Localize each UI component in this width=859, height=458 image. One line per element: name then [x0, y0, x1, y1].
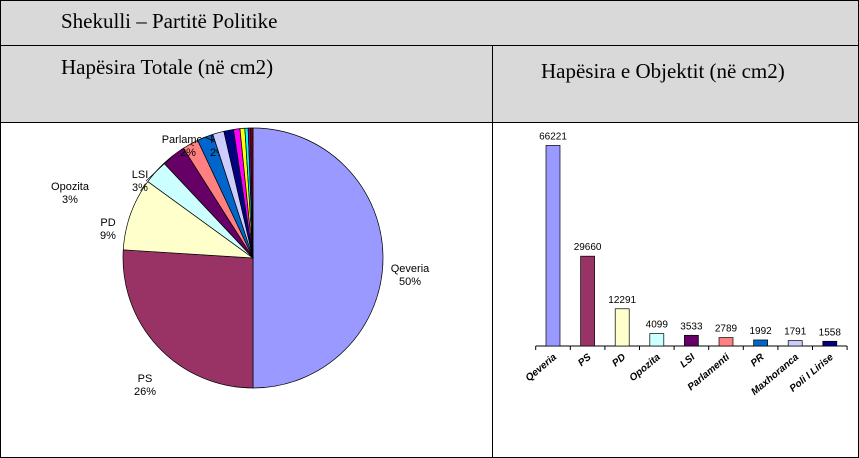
slice-percent: 9% [100, 230, 116, 242]
bar [614, 308, 630, 347]
x-tick-label: PD [610, 352, 628, 369]
slice-label: LSI [132, 169, 149, 181]
pie-slice [250, 127, 254, 259]
bar [753, 339, 768, 347]
pie-slice [122, 249, 254, 389]
bar [822, 340, 838, 347]
bar-value: 1558 [819, 327, 842, 338]
x-tick-label: LSI [678, 352, 697, 371]
column-title: Hapësira Totale (në cm2) [61, 55, 274, 79]
table-title-cell: Shekulli – Partitë Politike [0, 0, 859, 46]
slice-percent: 3% [62, 194, 78, 206]
column-header: Hapësira e Objektit (në cm2) [492, 45, 859, 123]
bar-value: 1791 [784, 327, 807, 338]
table-title: Shekulli – Partitë Politike [61, 9, 278, 33]
bar-value: 4099 [646, 320, 669, 331]
pie-slice [252, 127, 384, 389]
leader-line [145, 155, 174, 182]
bar [718, 337, 734, 347]
bar [649, 333, 665, 347]
slice-label: Qeveria [391, 263, 430, 275]
bar [545, 145, 561, 347]
bar-value: 29660 [574, 242, 602, 253]
bar [787, 340, 803, 347]
bar-value: 1992 [749, 326, 772, 337]
bar-value: 12291 [608, 295, 636, 306]
x-tick-label: PR [749, 351, 767, 369]
bar-value: 2789 [715, 324, 738, 335]
bar [580, 255, 595, 347]
slice-label: PS [138, 373, 153, 385]
x-tick-label: PS [576, 352, 594, 369]
slice-percent: 2% [180, 147, 196, 159]
bar-value: 66221 [539, 131, 567, 142]
slice-label: PD [100, 217, 115, 229]
leader-line [190, 143, 195, 147]
bar [684, 334, 699, 347]
slice-percent: 50% [399, 276, 421, 288]
slice-percent: 3% [132, 182, 148, 194]
x-tick-label: Opozita [628, 352, 663, 384]
slice-label: Opozita [51, 181, 90, 193]
column-title: Hapësira e Objektit (në cm2) [541, 59, 785, 83]
bar-value: 3533 [680, 321, 703, 332]
slice-percent: 26% [134, 386, 156, 398]
x-tick-label: Qeveria [524, 352, 560, 384]
